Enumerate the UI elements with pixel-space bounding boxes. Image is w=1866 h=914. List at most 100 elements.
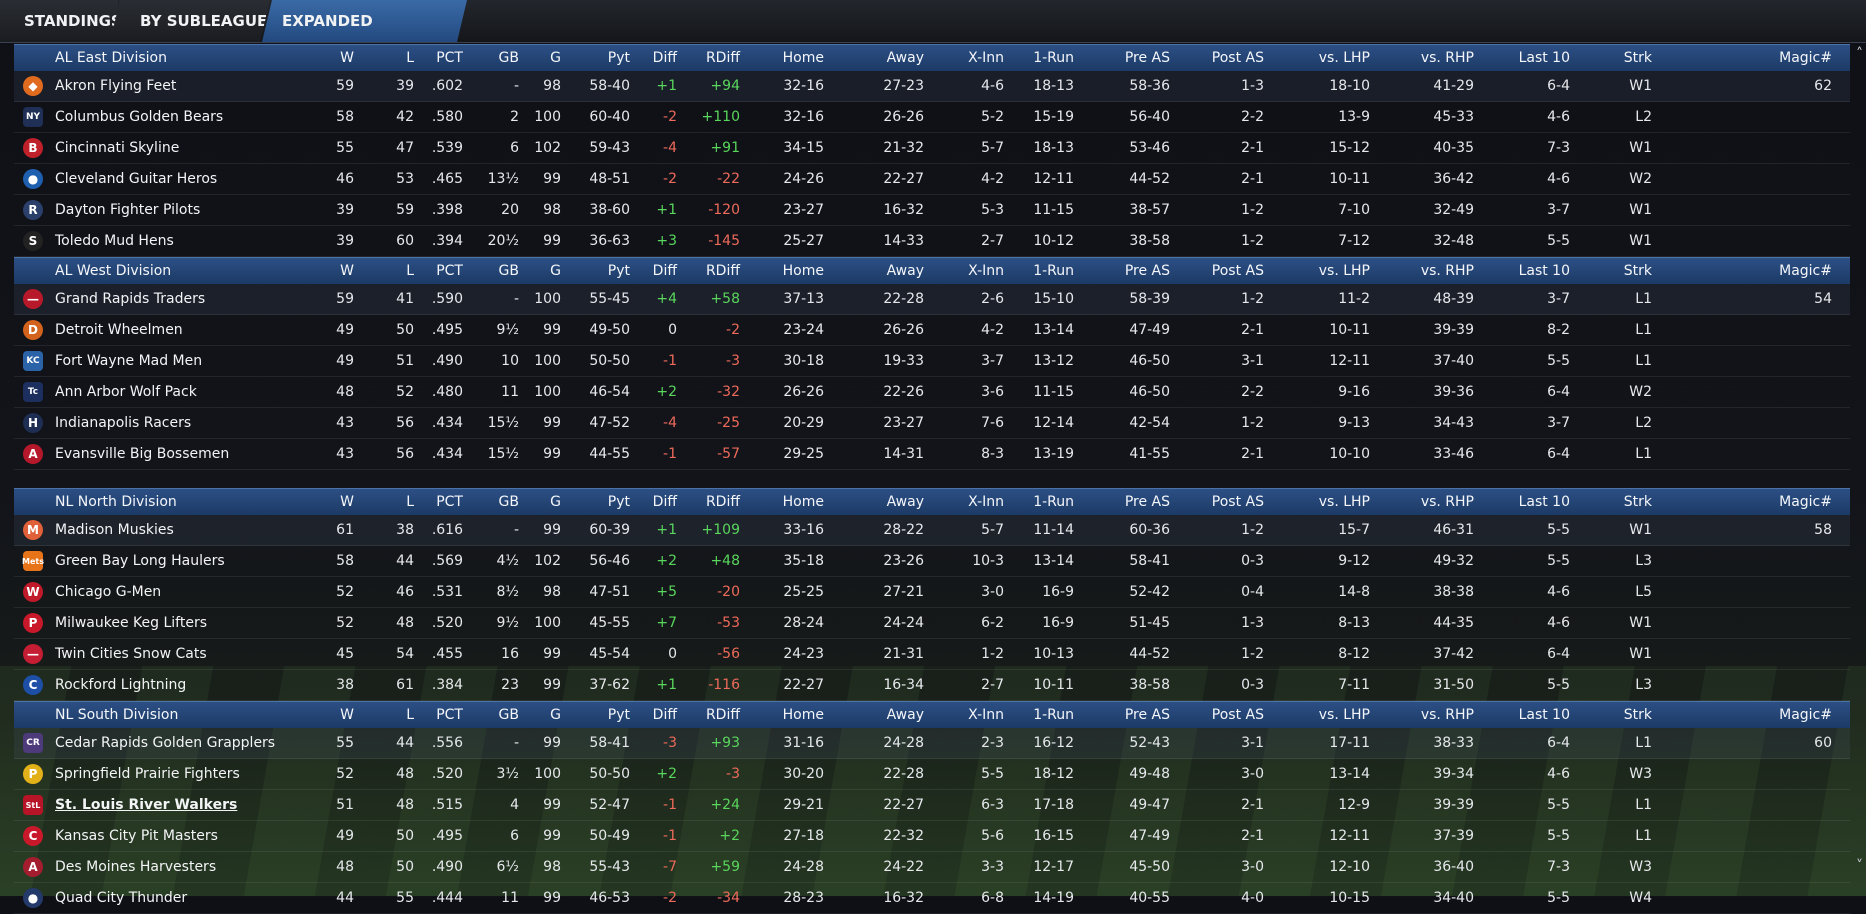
column-header-w[interactable]: W	[340, 707, 354, 723]
team-name[interactable]: Grand Rapids Traders	[55, 291, 206, 307]
column-header-magic[interactable]: Magic#	[1779, 263, 1832, 279]
column-header-w[interactable]: W	[340, 50, 354, 66]
column-header-lhp[interactable]: vs. LHP	[1318, 494, 1370, 510]
scroll-down-icon[interactable]: ˅	[1856, 858, 1863, 874]
column-header-lhp[interactable]: vs. LHP	[1318, 50, 1370, 66]
team-row[interactable]: D Detroit Wheelmen 49 50 .495 9½ 99 49-50 0 -2 23-…	[14, 315, 1850, 346]
team-name[interactable]: Fort Wayne Mad Men	[55, 353, 203, 369]
team-row[interactable]: P Milwaukee Keg Lifters 52 48 .520 9½ 100 45-55…	[14, 608, 1850, 639]
column-header-post[interactable]: Post AS	[1211, 263, 1264, 279]
column-header-strk[interactable]: Strk	[1623, 263, 1652, 279]
column-header-magic[interactable]: Magic#	[1779, 494, 1832, 510]
column-header-diff[interactable]: Diff	[652, 494, 677, 510]
column-header-strk[interactable]: Strk	[1623, 50, 1652, 66]
team-row[interactable]: ◆ Akron Flying Feet 59 39 .602 - 98 58-40 +1 +94 3…	[14, 71, 1850, 102]
team-name[interactable]: Ann Arbor Wolf Pack	[55, 384, 197, 400]
team-row[interactable]: A Evansville Big Bossemen 43 56 .434 15½ 99 44-…	[14, 439, 1850, 470]
team-name[interactable]: Indianapolis Racers	[55, 415, 192, 431]
team-name[interactable]: Evansville Big Bossemen	[55, 446, 230, 462]
column-header-post[interactable]: Post AS	[1211, 50, 1264, 66]
column-header-magic[interactable]: Magic#	[1779, 707, 1832, 723]
team-name[interactable]: Green Bay Long Haulers	[55, 553, 225, 569]
column-header-l10[interactable]: Last 10	[1518, 50, 1570, 66]
column-header-gb[interactable]: GB	[498, 494, 519, 510]
column-header-rdiff[interactable]: RDiff	[705, 707, 740, 723]
column-header-pyt[interactable]: Pyt	[607, 50, 630, 66]
column-header-onerun[interactable]: 1-Run	[1033, 494, 1074, 510]
team-row[interactable]: ● Cleveland Guitar Heros 46 53 .465 13½ 99 48-5…	[14, 164, 1850, 195]
column-header-g[interactable]: G	[550, 707, 561, 723]
team-name[interactable]: Madison Muskies	[55, 522, 174, 538]
team-row[interactable]: Mets Green Bay Long Haulers 58 44 .569 4½ 102 5…	[14, 546, 1850, 577]
team-name[interactable]: Twin Cities Snow Cats	[55, 646, 207, 662]
column-header-away[interactable]: Away	[886, 707, 924, 723]
column-header-home[interactable]: Home	[782, 707, 824, 723]
column-header-rhp[interactable]: vs. RHP	[1420, 707, 1474, 723]
column-header-pre[interactable]: Pre AS	[1124, 263, 1170, 279]
column-header-diff[interactable]: Diff	[652, 263, 677, 279]
column-header-xinn[interactable]: X-Inn	[968, 494, 1004, 510]
team-row[interactable]: Tc Ann Arbor Wolf Pack 48 52 .480 11 100 46-54 +…	[14, 377, 1850, 408]
team-name[interactable]: Detroit Wheelmen	[55, 322, 183, 338]
team-name[interactable]: Chicago G-Men	[55, 584, 162, 600]
column-header-diff[interactable]: Diff	[652, 707, 677, 723]
team-row[interactable]: C Rockford Lightning 38 61 .384 23 99 37-62 +1 -1…	[14, 670, 1850, 701]
column-header-pct[interactable]: PCT	[436, 707, 463, 723]
team-row[interactable]: KC Fort Wayne Mad Men 49 51 .490 10 100 50-50 -1…	[14, 346, 1850, 377]
column-header-rhp[interactable]: vs. RHP	[1420, 50, 1474, 66]
column-header-away[interactable]: Away	[886, 494, 924, 510]
column-header-l10[interactable]: Last 10	[1518, 263, 1570, 279]
team-name[interactable]: Des Moines Harvesters	[55, 859, 217, 875]
team-row[interactable]: ● Quad City Thunder 44 55.444 11 99 46-53 -2 -34…	[14, 883, 1850, 914]
team-name[interactable]: Cleveland Guitar Heros	[55, 171, 218, 187]
column-header-rdiff[interactable]: RDiff	[705, 494, 740, 510]
column-header-rdiff[interactable]: RDiff	[705, 263, 740, 279]
team-row[interactable]: W Chicago G-Men 52 46 .531 8½ 98 47-51 +5 -20 25-2…	[14, 577, 1850, 608]
scroll-up-icon[interactable]: ˄	[1856, 46, 1863, 62]
column-header-onerun[interactable]: 1-Run	[1033, 50, 1074, 66]
column-header-pyt[interactable]: Pyt	[607, 263, 630, 279]
column-header-xinn[interactable]: X-Inn	[968, 707, 1004, 723]
column-header-l[interactable]: L	[406, 494, 414, 510]
team-name[interactable]: Toledo Mud Hens	[55, 233, 174, 249]
column-header-strk[interactable]: Strk	[1623, 707, 1652, 723]
column-header-lhp[interactable]: vs. LHP	[1318, 707, 1370, 723]
column-header-pre[interactable]: Pre AS	[1124, 50, 1170, 66]
team-row[interactable]: NY Columbus Golden Bears 58 42 .580 2 100 60-40…	[14, 102, 1850, 133]
team-name[interactable]: St. Louis River Walkers	[55, 797, 238, 813]
team-row[interactable]: R Dayton Fighter Pilots 39 59 .398 20 98 38-60 +…	[14, 195, 1850, 226]
team-name[interactable]: Rockford Lightning	[55, 677, 187, 693]
team-row[interactable]: H Indianapolis Racers 43 56 .434 15½ 99 47-52 -4…	[14, 408, 1850, 439]
column-header-pct[interactable]: PCT	[436, 263, 463, 279]
column-header-pre[interactable]: Pre AS	[1124, 494, 1170, 510]
team-name[interactable]: Kansas City Pit Masters	[55, 828, 218, 844]
column-header-away[interactable]: Away	[886, 263, 924, 279]
column-header-pct[interactable]: PCT	[436, 50, 463, 66]
team-row[interactable]: M Madison Muskies 61 38 .616 - 99 60-39 +1 +109 33…	[14, 515, 1850, 546]
column-header-gb[interactable]: GB	[498, 50, 519, 66]
column-header-pct[interactable]: PCT	[436, 494, 463, 510]
team-name[interactable]: Dayton Fighter Pilots	[55, 202, 201, 218]
column-header-pre[interactable]: Pre AS	[1124, 707, 1170, 723]
team-row[interactable]: P Springfield Prairie Fighters 52 48 .520 3½ 1…	[14, 759, 1850, 790]
tab-by-subleague[interactable]: BY SUBLEAGUE	[110, 0, 270, 42]
team-name[interactable]: Columbus Golden Bears	[55, 109, 224, 125]
team-name[interactable]: Cedar Rapids Golden Grapplers	[55, 735, 276, 751]
column-header-diff[interactable]: Diff	[652, 50, 677, 66]
column-header-w[interactable]: W	[340, 263, 354, 279]
column-header-l10[interactable]: Last 10	[1518, 707, 1570, 723]
column-header-strk[interactable]: Strk	[1623, 494, 1652, 510]
column-header-pyt[interactable]: Pyt	[607, 707, 630, 723]
column-header-xinn[interactable]: X-Inn	[968, 263, 1004, 279]
column-header-onerun[interactable]: 1-Run	[1033, 263, 1074, 279]
team-name[interactable]: Quad City Thunder	[55, 890, 188, 906]
team-name[interactable]: Milwaukee Keg Lifters	[55, 615, 208, 631]
team-row[interactable]: S Toledo Mud Hens 39 60 .394 20½ 99 36-63 +3 -145…	[14, 226, 1850, 257]
column-header-lhp[interactable]: vs. LHP	[1318, 263, 1370, 279]
column-header-post[interactable]: Post AS	[1211, 494, 1264, 510]
column-header-l[interactable]: L	[406, 263, 414, 279]
team-name[interactable]: Akron Flying Feet	[55, 78, 177, 94]
column-header-l10[interactable]: Last 10	[1518, 494, 1570, 510]
column-header-onerun[interactable]: 1-Run	[1033, 707, 1074, 723]
team-row[interactable]: — Grand Rapids Traders 59 41 .590 -100 55-45 +4…	[14, 284, 1850, 315]
